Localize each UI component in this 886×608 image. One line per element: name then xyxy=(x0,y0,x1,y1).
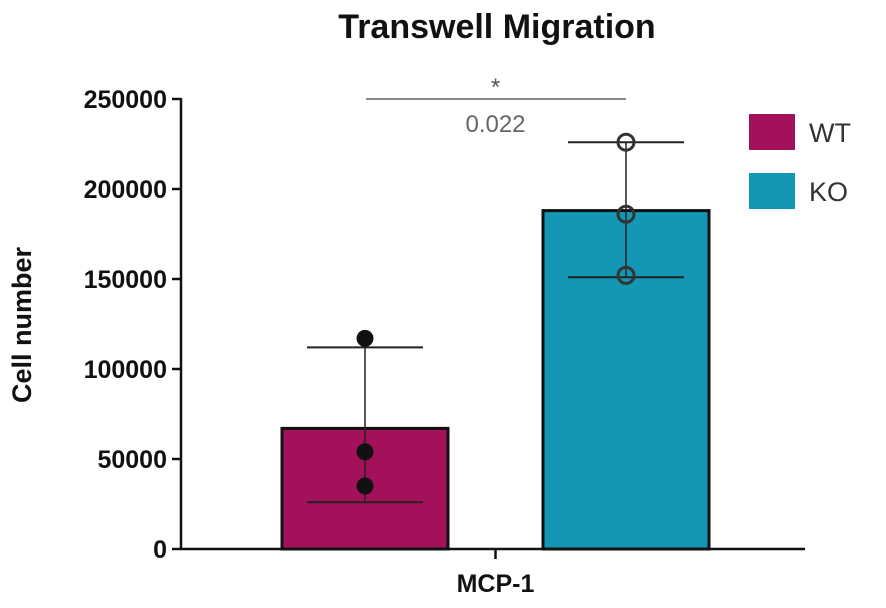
bars-group xyxy=(280,209,711,551)
significance-star: * xyxy=(491,74,500,101)
data-point-ko xyxy=(616,265,636,285)
legend-label-ko: KO xyxy=(809,177,848,207)
bar-ko xyxy=(541,209,711,551)
y-tick-label: 250000 xyxy=(84,86,167,114)
data-point-wt xyxy=(356,443,374,461)
legend-swatch-wt xyxy=(749,114,795,150)
data-point-wt xyxy=(356,329,374,347)
legend-swatch-ko xyxy=(749,173,795,209)
data-point-wt xyxy=(356,477,374,495)
data-points-group xyxy=(356,132,636,495)
y-tick-label: 200000 xyxy=(84,176,167,204)
y-axis-label: Cell number xyxy=(7,246,37,403)
axes: 0 50000 100000 150000 200000 250000 MCP-1 xyxy=(84,86,805,598)
error-bars-group xyxy=(307,141,684,504)
data-point-ko xyxy=(616,132,636,152)
y-tick-label: 100000 xyxy=(84,356,167,384)
chart-title: Transwell Migration xyxy=(338,8,655,46)
y-tick-label: 0 xyxy=(153,536,167,564)
y-tick-label: 150000 xyxy=(84,266,167,294)
x-tick-label: MCP-1 xyxy=(457,570,535,598)
significance-annotation: * 0.022 xyxy=(366,74,626,138)
data-point-ko xyxy=(616,204,636,224)
y-tick-label: 50000 xyxy=(97,446,167,474)
significance-p-value: 0.022 xyxy=(465,111,525,138)
legend: WT KO xyxy=(749,114,851,209)
legend-label-wt: WT xyxy=(809,118,851,148)
